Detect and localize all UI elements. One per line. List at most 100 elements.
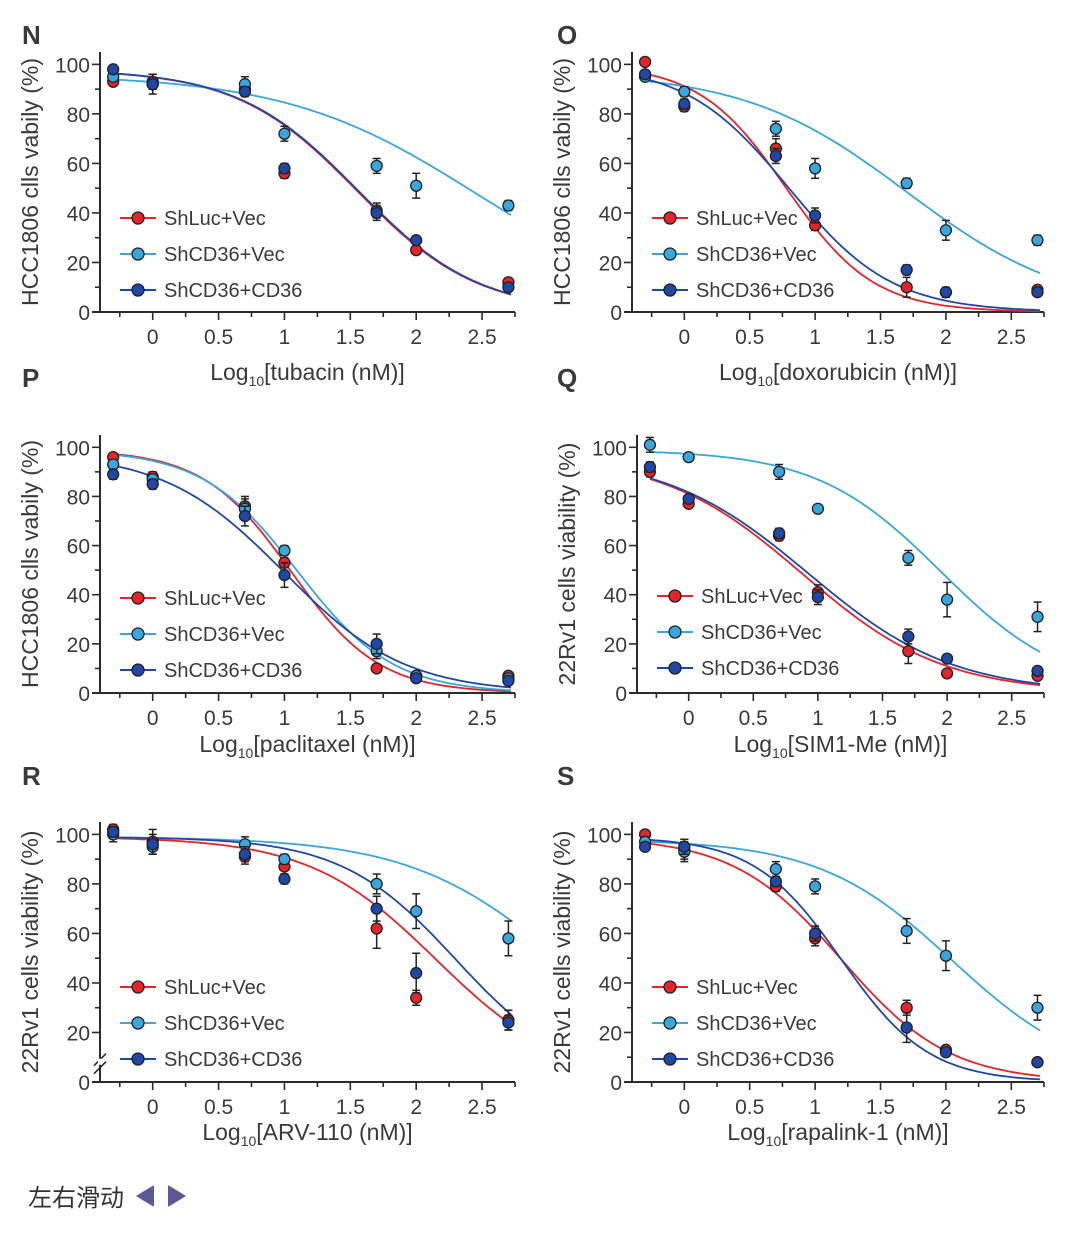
fit-curve-shcd36-vec — [113, 836, 512, 922]
data-point-shcd36-cd36 — [808, 927, 822, 940]
panel-n: N 0 20 40 60 80 100 0 0.5 1 1.5 2 2.5 Log10[tubacin (… — [17, 20, 516, 389]
x-tick-label: 0 — [147, 326, 159, 349]
y-tick-label: 40 — [67, 203, 90, 226]
fit-curve-shcd36-cd36 — [113, 72, 512, 296]
y-tick-label: 40 — [67, 585, 90, 608]
data-point-shcd36-vec — [769, 862, 783, 876]
data-point-shcd36-cd36 — [146, 477, 159, 491]
y-tick-label: 0 — [615, 683, 627, 706]
data-point-shluc-vec — [902, 645, 915, 658]
data-point-shcd36-cd36 — [769, 149, 783, 163]
fit-curve-shcd36-cd36 — [644, 77, 1041, 311]
data-point-shcd36-vec — [410, 904, 423, 918]
data-point-shcd36-vec — [370, 877, 383, 891]
y-tick-label: 20 — [67, 1022, 90, 1045]
legend-marker — [131, 980, 145, 994]
legend-label: ShLuc+Vec — [164, 977, 266, 999]
legend-label: ShLuc+Vec — [164, 208, 266, 230]
x-tick-label: 1 — [279, 326, 291, 349]
legend-label: ShCD36+CD36 — [164, 1049, 302, 1071]
data-point-shcd36-cd36 — [1031, 286, 1044, 299]
data-point-shcd36-cd36 — [900, 263, 913, 277]
data-point-shcd36-cd36 — [1031, 664, 1044, 678]
y-tick-label: 60 — [67, 153, 90, 176]
triangle-right-icon[interactable] — [168, 1184, 186, 1207]
legend-label: ShCD36+CD36 — [696, 280, 834, 302]
data-point-shcd36-cd36 — [502, 281, 515, 294]
data-point-shcd36-cd36 — [410, 966, 423, 980]
y-tick-label: 80 — [604, 486, 627, 509]
data-point-shcd36-vec — [808, 162, 822, 175]
data-point-shcd36-cd36 — [811, 591, 825, 604]
legend-marker — [131, 247, 145, 261]
x-tick-label: 1 — [279, 1096, 291, 1119]
y-tick-label: 60 — [604, 536, 627, 559]
x-tick-label: 1.5 — [866, 1096, 895, 1119]
y-tick-label: 80 — [599, 104, 622, 127]
legend: ShLuc+Vec ShCD36+Vec ShCD36+CD36 — [120, 208, 302, 302]
data-point-shcd36-vec — [278, 544, 291, 557]
data-point-shcd36-cd36 — [643, 460, 657, 474]
y-tick-label: 40 — [604, 585, 627, 608]
data-point-shcd36-vec — [808, 880, 822, 893]
fit-curve-shluc-vec — [113, 453, 512, 693]
legend-marker — [131, 627, 145, 641]
y-tick-label: 0 — [610, 302, 622, 325]
data-point-shcd36-cd36 — [900, 1021, 913, 1034]
y-axis-label: 22Rv1 cells viability (%) — [554, 443, 580, 686]
y-tick-label: 0 — [78, 302, 90, 325]
data-point-shcd36-vec — [900, 177, 913, 190]
panel-r: R 0 20 40 60 80 100 0 0.5 1 1.5 2 2.5 Log10[ARV-110 (… — [17, 761, 516, 1149]
x-tick-label: 1 — [809, 326, 821, 349]
data-point-shcd36-cd36 — [107, 63, 120, 76]
legend-marker — [131, 211, 145, 225]
panel-letter: Q — [557, 363, 577, 393]
legend-marker — [668, 661, 682, 675]
data-point-shcd36-cd36 — [370, 637, 383, 651]
legend-label: ShCD36+CD36 — [701, 658, 839, 680]
x-tick-label: 1.5 — [336, 707, 365, 730]
x-tick-label: 2 — [940, 326, 952, 349]
legend-marker — [663, 1052, 677, 1066]
y-tick-label: 20 — [599, 252, 622, 275]
fit-curve-shcd36-vec — [113, 453, 512, 692]
legend-label: ShLuc+Vec — [696, 208, 798, 230]
legend: ShLuc+Vec ShCD36+Vec ShCD36+CD36 — [657, 586, 839, 680]
legend-label: ShCD36+CD36 — [696, 1049, 834, 1071]
y-axis-label: 22Rv1 cells viability (%) — [549, 831, 575, 1074]
axis-break-mark — [93, 1061, 107, 1075]
y-tick-label: 40 — [599, 203, 622, 226]
legend-label: ShLuc+Vec — [701, 586, 803, 608]
x-axis-label: Log10[tubacin (nM)] — [210, 359, 405, 389]
data-point-shcd36-vec — [502, 932, 515, 945]
legend-label: ShCD36+Vec — [164, 624, 285, 646]
legend-marker — [663, 980, 677, 994]
legend-label: ShCD36+CD36 — [164, 660, 302, 682]
data-point-shcd36-vec — [1031, 1001, 1044, 1014]
data-point-shcd36-cd36 — [107, 468, 120, 481]
y-tick-label: 100 — [55, 437, 90, 460]
data-point-shcd36-cd36 — [808, 209, 822, 222]
legend-marker — [663, 1016, 677, 1030]
x-tick-label: 0.5 — [739, 707, 768, 730]
data-point-shluc-vec — [900, 1001, 913, 1014]
triangle-left-icon[interactable] — [136, 1184, 154, 1207]
x-tick-label: 1.5 — [868, 707, 897, 730]
y-tick-label: 80 — [67, 486, 90, 509]
y-tick-label: 80 — [599, 874, 622, 897]
x-tick-label: 0.5 — [204, 1096, 233, 1119]
data-point-shcd36-cd36 — [278, 568, 291, 582]
panel-letter: S — [557, 761, 574, 791]
x-tick-label: 2.5 — [467, 326, 496, 349]
y-tick-label: 100 — [587, 824, 622, 847]
legend-marker — [131, 283, 145, 297]
fit-curve-shcd36-cd36 — [113, 836, 512, 1016]
y-tick-label: 20 — [604, 634, 627, 657]
data-point-shcd36-cd36 — [638, 840, 652, 853]
x-tick-label: 2 — [410, 326, 422, 349]
y-axis-label: HCC1806 clls vabily (%) — [549, 58, 575, 306]
y-axis-label: 22Rv1 cells viability (%) — [17, 831, 43, 1074]
x-tick-label: 0 — [683, 707, 695, 730]
y-tick-label: 20 — [67, 252, 90, 275]
x-axis-label: Log10[paclitaxel (nM)] — [199, 731, 415, 761]
